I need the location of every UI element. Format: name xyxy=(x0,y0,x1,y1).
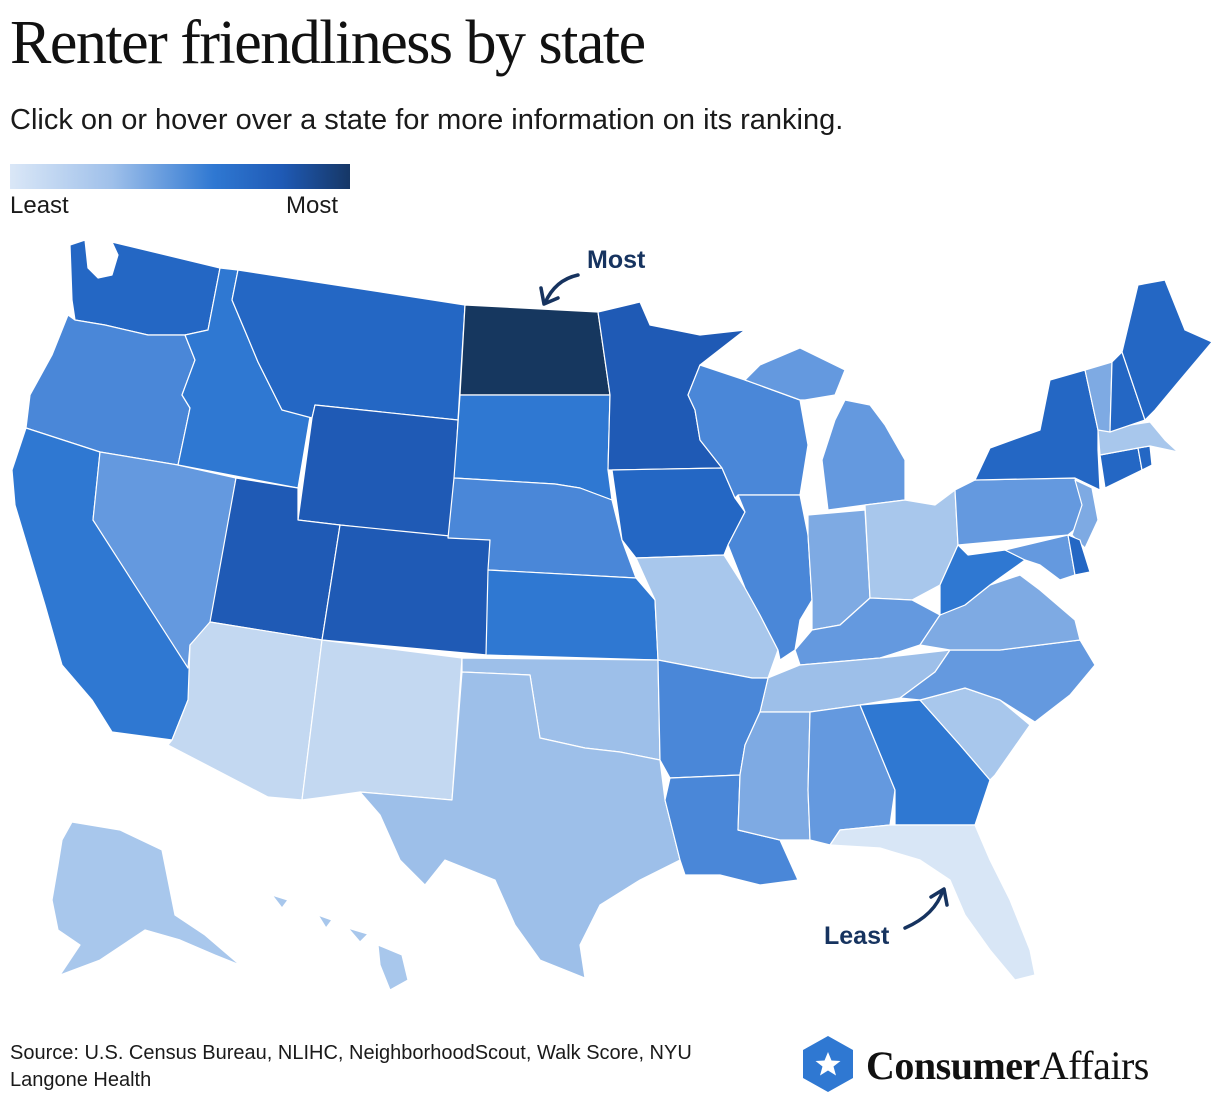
legend-gradient-bar xyxy=(10,164,350,189)
most-arrowhead-icon xyxy=(539,286,560,306)
least-arrowhead-icon xyxy=(929,887,949,907)
brand-regular-part: Affairs xyxy=(1039,1043,1150,1088)
state-nebraska[interactable] xyxy=(447,477,637,579)
least-arrow-icon xyxy=(903,888,945,930)
state-alaska[interactable] xyxy=(51,821,241,976)
brand-bold-part: Consumer xyxy=(866,1043,1040,1088)
state-north-dakota[interactable] xyxy=(459,304,611,396)
star-hexagon-icon xyxy=(803,1036,853,1092)
most-arrow-icon xyxy=(543,273,580,305)
us-choropleth-map xyxy=(11,239,1213,991)
state-colorado[interactable] xyxy=(321,524,491,656)
state-new-mexico[interactable] xyxy=(301,639,463,801)
state-texas[interactable] xyxy=(359,671,681,979)
state-hawaii[interactable] xyxy=(271,894,409,991)
state-washington[interactable] xyxy=(69,239,221,336)
state-new-york[interactable] xyxy=(974,369,1101,491)
page-subtitle: Click on or hover over a state for more … xyxy=(10,104,844,136)
source-note: Source: U.S. Census Bureau, NLIHC, Neigh… xyxy=(10,1042,692,1091)
brand-wordmark: ConsumerAffairs xyxy=(866,1042,1149,1089)
state-arizona[interactable] xyxy=(167,621,323,801)
legend-most-label: Most xyxy=(286,192,339,219)
legend-least-label: Least xyxy=(10,192,69,219)
star-shape xyxy=(815,1052,841,1076)
state-pennsylvania[interactable] xyxy=(954,477,1086,546)
annotation-least: Least xyxy=(824,922,890,950)
state-north-carolina[interactable] xyxy=(899,639,1096,723)
page-title: Renter friendliness by state xyxy=(10,9,646,77)
state-florida[interactable] xyxy=(829,824,1036,981)
state-iowa[interactable] xyxy=(611,467,746,559)
consumeraffairs-logo: ConsumerAffairs xyxy=(800,1034,1212,1094)
state-delaware[interactable] xyxy=(1067,534,1091,576)
state-massachusetts[interactable] xyxy=(1097,421,1179,456)
state-kansas[interactable] xyxy=(485,569,659,661)
state-wyoming[interactable] xyxy=(297,404,459,539)
state-missouri[interactable] xyxy=(635,554,779,679)
annotation-most: Most xyxy=(587,246,646,274)
state-maine[interactable] xyxy=(1121,279,1213,421)
state-new-jersey[interactable] xyxy=(1071,479,1099,549)
